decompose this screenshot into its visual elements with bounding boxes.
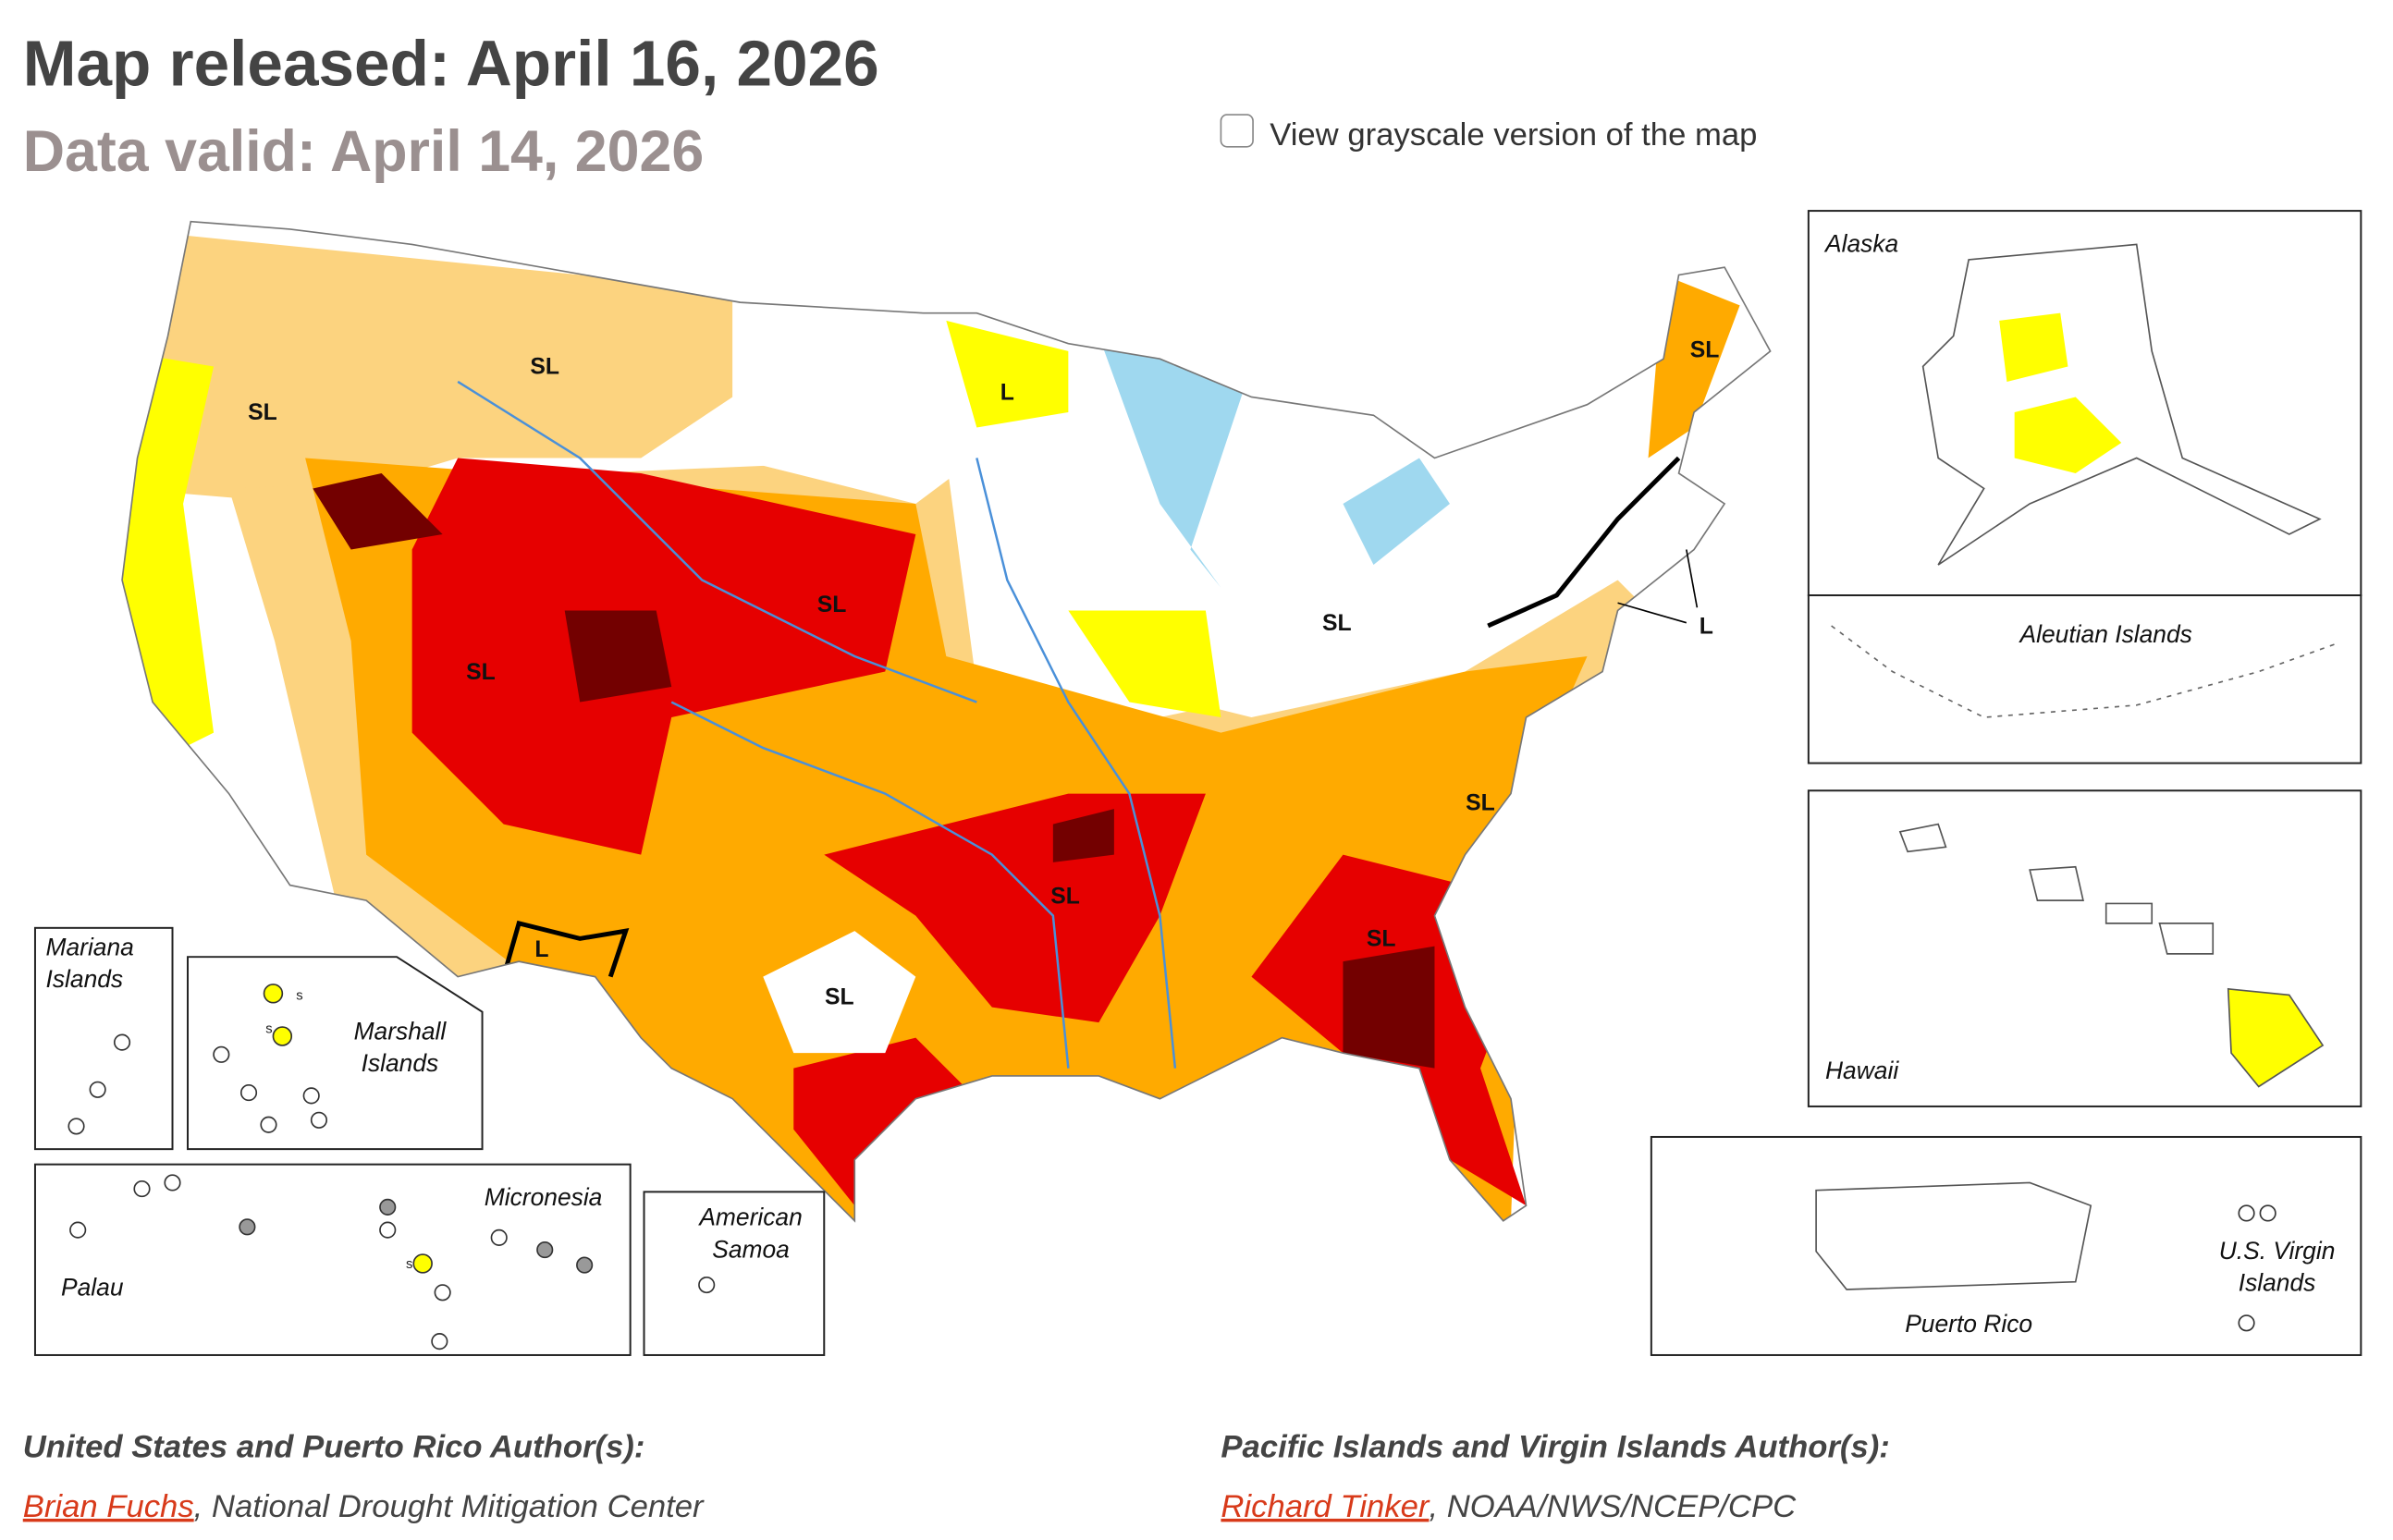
data-valid-subtitle: Data valid: April 14, 2026 [23, 119, 705, 184]
inset-label: Micronesia [485, 1183, 603, 1211]
author-line: Richard Tinker, NOAA/NWS/NCEP/CPC [1221, 1489, 1797, 1524]
impact-label: SL [466, 660, 496, 685]
big-island [2227, 987, 2325, 1088]
samoa-inset [643, 1191, 826, 1356]
marshall-inset [187, 956, 484, 1151]
impact-label: SL [530, 355, 559, 380]
impact-label: SL [248, 400, 277, 425]
inset-label: Hawaii [1825, 1057, 1899, 1084]
aleutian-shape [1831, 625, 2336, 718]
hawaii-islands [1898, 823, 2215, 955]
impact-label: SL [1466, 791, 1495, 816]
impact-label: L [1000, 381, 1014, 406]
inset-label: Puerto Rico [1905, 1310, 2032, 1338]
inset-label: Alaska [1823, 230, 1898, 258]
author-link[interactable]: Brian Fuchs [23, 1489, 194, 1524]
puerto-rico-shape [1815, 1181, 2092, 1290]
author-affiliation: , NOAA/NWS/NCEP/CPC [1429, 1489, 1797, 1524]
impact-label: SL [817, 593, 847, 617]
island-dots [67, 984, 2276, 1351]
impact-labels: SLSLSLSLSLSLSLSLSLSLLLLL [248, 338, 1994, 1091]
inset-label: Mariana Islands [46, 934, 134, 994]
dot-label: s [296, 988, 302, 1003]
impact-label: SL [1050, 884, 1080, 909]
dot-labels: s s s [265, 988, 412, 1271]
author-heading: Pacific Islands and Virgin Islands Autho… [1221, 1430, 1889, 1465]
impact-label: SL [1367, 927, 1396, 952]
inset-label: American Samoa [697, 1204, 802, 1264]
inset-label: Palau [61, 1274, 124, 1302]
author-link[interactable]: Richard Tinker [1221, 1489, 1430, 1524]
impact-label: L [1700, 614, 1713, 639]
author-line: Brian Fuchs, National Drought Mitigation… [23, 1489, 705, 1524]
aleutian-inset [1807, 594, 2362, 764]
map-released-title: Map released: April 16, 2026 [23, 28, 879, 100]
impact-label: L [534, 937, 548, 962]
leader-line [1617, 602, 1687, 624]
inset-label: Marshall Islands [354, 1017, 448, 1077]
inset-label: Aleutian Islands [2019, 620, 2192, 648]
author-heading: United States and Puerto Rico Author(s): [23, 1430, 645, 1465]
impact-label: SL [1690, 338, 1720, 363]
impact-label: SL [1322, 611, 1352, 636]
dot-label: s [265, 1022, 272, 1037]
impact-label: SL [825, 984, 854, 1009]
mariana-inset [33, 926, 174, 1151]
alaska-drought [1999, 312, 2122, 473]
leader-line [1686, 549, 1699, 608]
inset-labels: Alaska Aleutian Islands Hawaii Puerto Rico U… [46, 230, 2336, 1338]
grayscale-label[interactable]: View grayscale version of the map [1270, 117, 1757, 153]
grayscale-checkbox[interactable] [1220, 114, 1254, 148]
inset-label: U.S. Virgin Islands [2219, 1237, 2336, 1297]
dot-label: s [406, 1257, 412, 1272]
author-affiliation: , National Drought Mitigation Center [194, 1489, 705, 1524]
micronesia-inset [33, 1163, 632, 1356]
